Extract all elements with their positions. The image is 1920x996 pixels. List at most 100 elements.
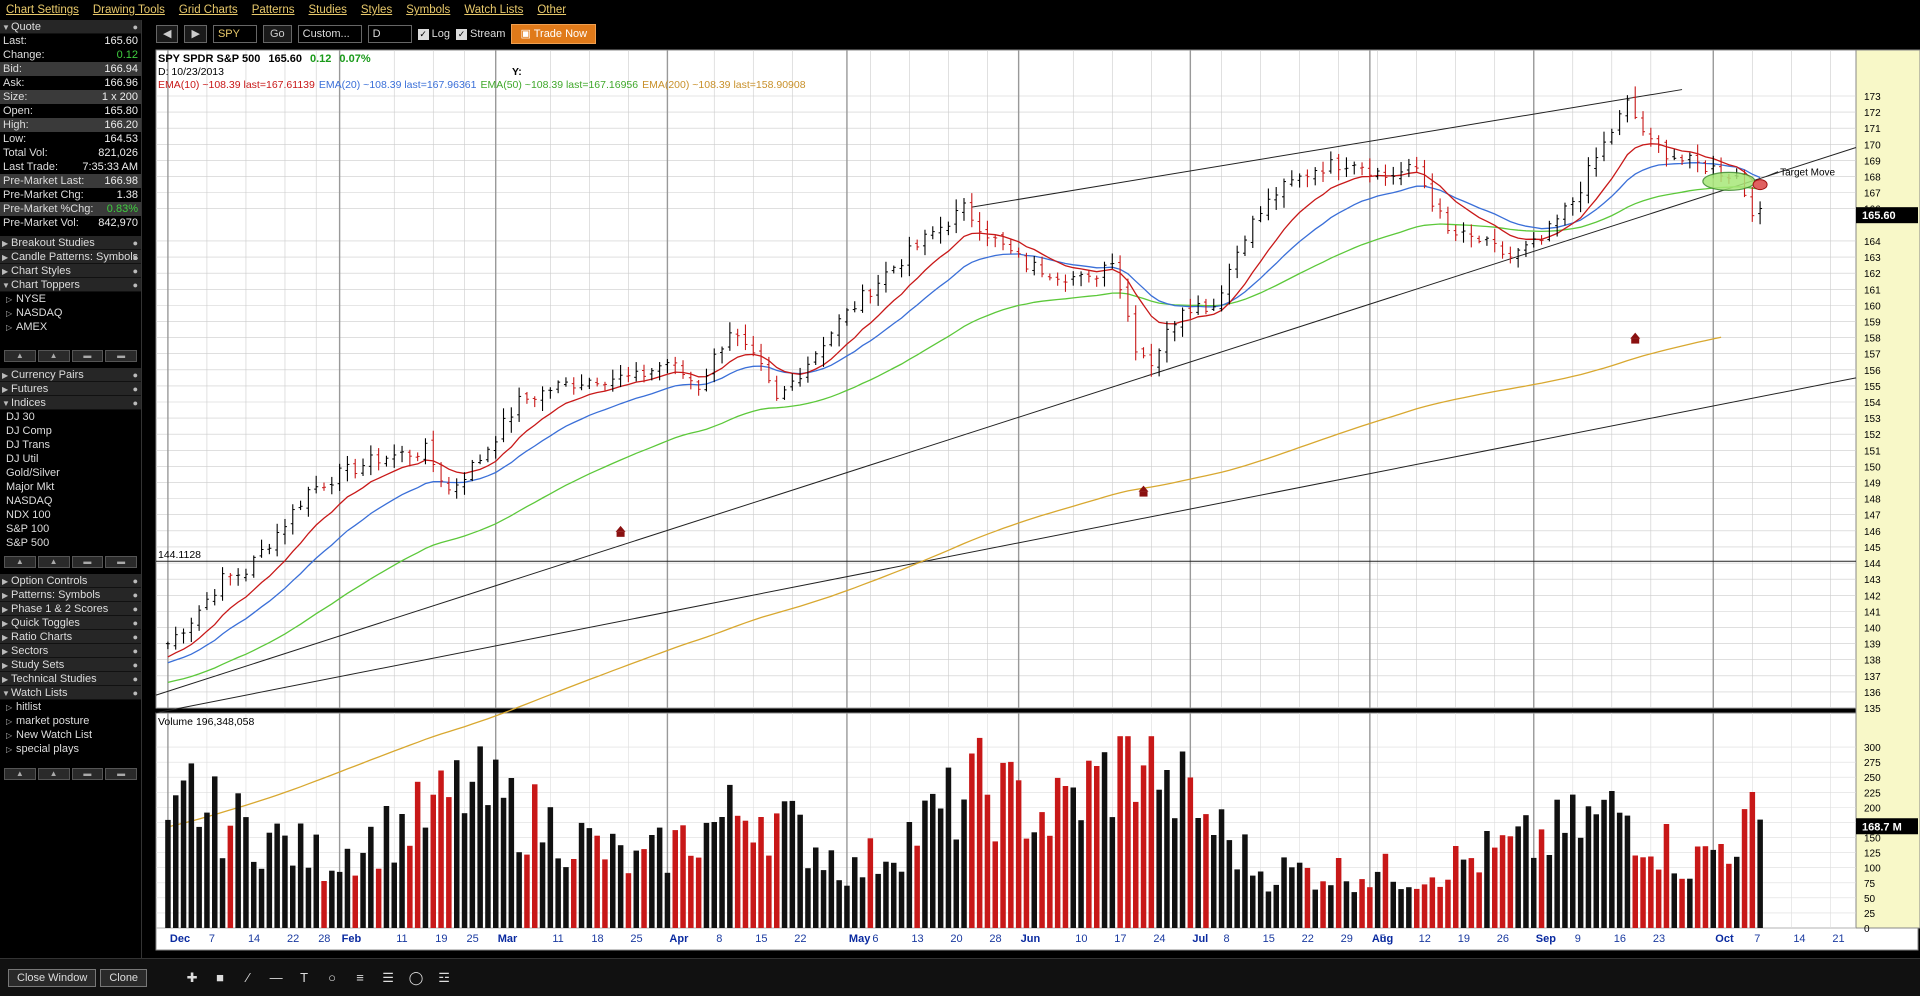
target-ellipse[interactable]: [1702, 171, 1756, 191]
list-item-label: DJ Trans: [6, 439, 51, 451]
list-item[interactable]: NASDAQ: [0, 494, 141, 508]
panel-tool-icon[interactable]: ▬: [105, 556, 137, 568]
list-item[interactable]: DJ Util: [0, 452, 141, 466]
panel-tool-icon[interactable]: ▬: [71, 768, 104, 780]
ema20-line: [167, 162, 1761, 664]
section-label: Chart Toppers: [11, 279, 80, 291]
y-tick-label: 141: [1864, 607, 1881, 618]
forward-arrow-icon[interactable]: ▶: [184, 25, 207, 43]
list-item[interactable]: DJ Comp: [0, 424, 141, 438]
watch-lists-header[interactable]: ▼Watch Lists ●: [0, 686, 141, 700]
menu-item[interactable]: Grid Charts: [178, 4, 238, 16]
section-header[interactable]: ▶ Phase 1 & 2 Scores ●: [0, 602, 141, 616]
menu-item[interactable]: Other: [537, 4, 567, 16]
panel-tool-icon[interactable]: ▲: [37, 768, 70, 780]
list-item[interactable]: S&P 100: [0, 522, 141, 536]
section-header[interactable]: ▶ Patterns: Symbols ●: [0, 588, 141, 602]
list-item[interactable]: S&P 500: [0, 536, 141, 550]
log-checkbox[interactable]: ✓ Log: [417, 28, 450, 40]
panel-tool-icon[interactable]: ▲: [4, 768, 36, 780]
y-tick-label: 169: [1864, 156, 1881, 167]
period-select[interactable]: D: [367, 25, 412, 43]
target-move-annotation[interactable]: Target Move: [1780, 168, 1835, 179]
panel-tool-icon[interactable]: ▲: [37, 556, 70, 568]
panel-tool-icon[interactable]: ▲: [4, 556, 36, 568]
menu-item[interactable]: Drawing Tools: [92, 4, 165, 16]
list-item[interactable]: Major Mkt: [0, 480, 141, 494]
section-header[interactable]: ▶ Quick Toggles ●: [0, 616, 141, 630]
gann-icon[interactable]: ☲: [438, 969, 450, 985]
panel-tool-icon[interactable]: ▲: [4, 350, 36, 362]
section-header[interactable]: ▶ Ratio Charts ●: [0, 630, 141, 644]
price-chart[interactable]: 1731721711701691681671661641631621611601…: [152, 48, 1920, 958]
marker-icon[interactable]: [615, 525, 626, 532]
section-label: Watch Lists: [11, 687, 68, 699]
section-header[interactable]: ▶ Technical Studies ●: [0, 672, 141, 686]
list-item[interactable]: ▷ NYSE: [0, 292, 141, 306]
volume-bar: [1281, 857, 1287, 928]
quote-label: Low:: [3, 133, 27, 145]
chart-styles-header[interactable]: ▶ Chart Styles ●: [0, 264, 141, 278]
panel-tool-icon[interactable]: ▲: [37, 350, 70, 362]
volume-bar: [1593, 814, 1599, 928]
list-item[interactable]: ▷ AMEX: [0, 320, 141, 334]
quote-label: Last:: [3, 35, 27, 47]
indices-header[interactable]: ▼Indices ●: [0, 396, 141, 410]
currency-pairs-header[interactable]: ▶ Currency Pairs ●: [0, 368, 141, 382]
menu-item[interactable]: Symbols: [406, 4, 451, 16]
candle-patterns-header[interactable]: ▶ Candle Patterns: Symbols ●: [0, 250, 141, 264]
volume-bar: [1453, 846, 1459, 928]
symbol-input[interactable]: SPY: [212, 25, 257, 43]
menu-item[interactable]: Watch Lists: [464, 4, 524, 16]
date-readout: D: 10/23/2013: [158, 66, 224, 78]
quote-header[interactable]: ▼Quote ●: [0, 20, 141, 34]
list-item[interactable]: ▷ NASDAQ: [0, 306, 141, 320]
range-select[interactable]: Custom...: [297, 25, 362, 43]
list-item[interactable]: ▷ hitlist: [0, 700, 141, 714]
select-icon[interactable]: ■: [216, 969, 224, 985]
menu-item[interactable]: Patterns: [251, 4, 295, 16]
horizontal-line-icon[interactable]: —: [269, 969, 283, 985]
menu-item[interactable]: Styles: [360, 4, 393, 16]
volume-bar: [914, 845, 920, 928]
marker-icon[interactable]: [1138, 485, 1149, 492]
list-item[interactable]: DJ 30: [0, 410, 141, 424]
crosshair-icon[interactable]: ✚: [186, 969, 198, 985]
panel-tool-icon[interactable]: ▬: [105, 768, 137, 780]
list-item[interactable]: NDX 100: [0, 508, 141, 522]
panel-tool-icon[interactable]: ▬: [105, 350, 137, 362]
trade-now-button[interactable]: ▣ Trade Now: [511, 24, 597, 44]
volume-bar: [1414, 888, 1420, 928]
chart-toppers-header[interactable]: ▼Chart Toppers ●: [0, 278, 141, 292]
menu-item[interactable]: Chart Settings: [6, 4, 79, 16]
channel-tool-icon[interactable]: ≡: [356, 969, 364, 985]
circle-tool-icon[interactable]: ○: [328, 969, 336, 985]
list-item[interactable]: ▷ market posture: [0, 714, 141, 728]
section-header[interactable]: ▶ Sectors ●: [0, 644, 141, 658]
list-item[interactable]: ▷ special plays: [0, 742, 141, 756]
fibonacci-icon[interactable]: ☰: [382, 969, 394, 985]
marker-icon[interactable]: [1630, 332, 1641, 339]
y-tick-label: 147: [1864, 511, 1881, 522]
list-item[interactable]: Gold/Silver: [0, 466, 141, 480]
breakout-studies-header[interactable]: ▶ Breakout Studies ●: [0, 236, 141, 250]
section-header[interactable]: ▶ Study Sets ●: [0, 658, 141, 672]
stream-checkbox[interactable]: ✓ Stream: [455, 28, 505, 40]
go-button[interactable]: Go: [262, 25, 292, 43]
section-header[interactable]: ▶ Option Controls ●: [0, 574, 141, 588]
text-tool-icon[interactable]: T: [300, 969, 309, 985]
menu-item[interactable]: Studies: [308, 4, 347, 16]
target-marker[interactable]: [1752, 179, 1768, 191]
futures-header[interactable]: ▶ Futures ●: [0, 382, 141, 396]
log-label: Log: [431, 28, 450, 40]
dot-icon: ●: [132, 632, 138, 642]
back-arrow-icon[interactable]: ◀: [156, 25, 179, 43]
line-tool-icon[interactable]: ∕: [246, 969, 250, 985]
close-window-button[interactable]: Close Window: [8, 968, 97, 987]
shape-tool-icon[interactable]: ◯: [408, 969, 424, 985]
list-item[interactable]: ▷ New Watch List: [0, 728, 141, 742]
panel-tool-icon[interactable]: ▬: [71, 556, 104, 568]
panel-tool-icon[interactable]: ▬: [71, 350, 104, 362]
list-item[interactable]: DJ Trans: [0, 438, 141, 452]
clone-button[interactable]: Clone: [100, 968, 148, 987]
